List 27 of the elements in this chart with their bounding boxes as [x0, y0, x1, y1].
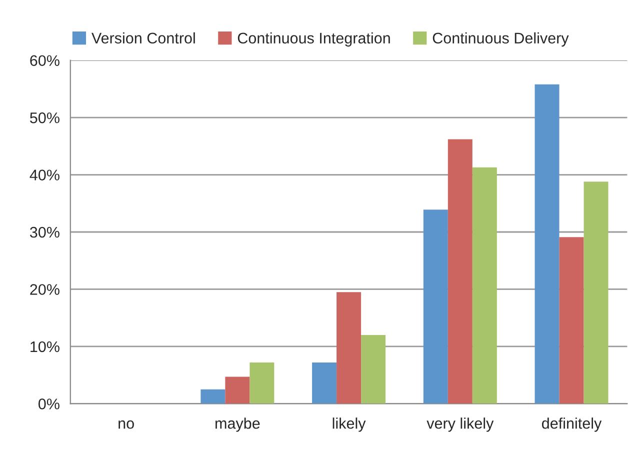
y-tick-label: 10% [30, 341, 60, 352]
bar [448, 139, 472, 404]
bar [225, 376, 250, 404]
legend-label: Continuous Delivery [432, 32, 569, 47]
y-tick-label: 50% [30, 112, 60, 124]
bar [534, 84, 560, 404]
bar [584, 182, 608, 404]
bar [472, 167, 497, 404]
x-tick-label: very likely [426, 418, 494, 432]
bar [423, 210, 448, 404]
y-tick-label: 20% [30, 284, 60, 295]
bar [559, 237, 584, 404]
bar [336, 292, 362, 404]
x-tick-label: definitely [542, 418, 602, 432]
bar [312, 362, 337, 404]
bar [200, 389, 226, 404]
bar [361, 335, 386, 404]
x-tick-label: likely [332, 418, 366, 432]
y-tick-label: 40% [30, 170, 60, 180]
y-tick-label: 0% [38, 398, 60, 410]
x-tick-label: maybe [216, 418, 260, 432]
y-tick-label: 60% [30, 55, 60, 66]
x-tick-label: no [118, 420, 134, 429]
bar [250, 362, 274, 404]
legend-label: Version Control [92, 32, 195, 44]
legend-label: Continuous Integration [238, 32, 390, 47]
y-tick-label: 30% [30, 226, 60, 238]
